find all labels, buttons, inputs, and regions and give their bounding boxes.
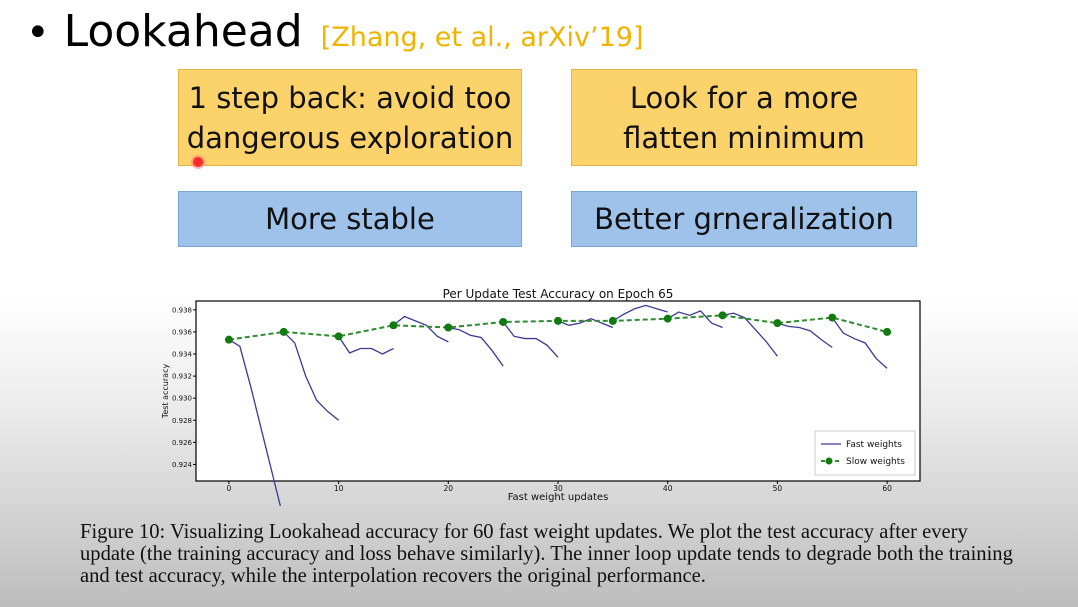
- legend-fast-label: Fast weights: [846, 440, 902, 450]
- fast-weights-segment: [612, 304, 668, 322]
- legend-slow-marker: [825, 457, 833, 465]
- x-tick-label: 0: [227, 484, 232, 493]
- y-tick-label: 0.924: [172, 461, 193, 469]
- box-flatten-minimum: Look for a more flatten minimum: [571, 69, 917, 166]
- slow-weights-point: [663, 314, 672, 323]
- box-more-stable-label: More stable: [265, 202, 435, 236]
- fast-weights-segment: [777, 322, 833, 348]
- box-step-back-line2: dangerous exploration: [186, 120, 514, 155]
- legend-slow-label: Slow weights: [846, 457, 905, 467]
- y-tick-label: 0.928: [172, 417, 192, 425]
- y-tick-label: 0.938: [172, 306, 192, 314]
- fast-weights-segment: [448, 326, 504, 367]
- slow-weights-point: [828, 313, 837, 322]
- citation: [Zhang, et al., arXiv’19]: [320, 22, 644, 53]
- box-flatten-minimum-line2: flatten minimum: [623, 120, 865, 155]
- box-flatten-minimum-line1: Look for a more: [629, 80, 859, 115]
- figure-caption: Figure 10: Visualizing Lookahead accurac…: [80, 521, 1013, 587]
- bullet-point: •: [26, 10, 50, 56]
- x-tick-label: 10: [334, 484, 344, 493]
- box-better-generalization: Better grneralization: [571, 191, 917, 247]
- slow-weights-point: [554, 316, 562, 325]
- fast-weights-segment: [557, 317, 614, 329]
- fast-weights-segment: [502, 321, 559, 358]
- fast-weights-segment: [338, 335, 394, 355]
- y-tick-label: 0.932: [172, 373, 192, 381]
- fast-weights-segment: [722, 312, 778, 357]
- slow-weights-point: [279, 327, 288, 336]
- x-tick-label: 30: [553, 484, 563, 493]
- y-tick-label: 0.934: [172, 351, 193, 359]
- plot-frame: [195, 300, 921, 482]
- laser-pointer-dot: [193, 157, 203, 167]
- fast-weights-segment: [667, 310, 723, 329]
- slow-weights-point: [883, 327, 892, 336]
- x-tick-label: 20: [444, 484, 454, 493]
- slow-weights-point: [608, 316, 617, 325]
- slow-weights-point: [444, 323, 453, 332]
- box-more-stable: More stable: [178, 191, 522, 247]
- fast-weights-segment: [228, 339, 282, 506]
- y-tick-label: 0.936: [172, 328, 193, 336]
- fast-weights-segment: [393, 315, 449, 343]
- slow-weights-point: [334, 332, 343, 341]
- x-axis-label: Fast weight updates: [508, 492, 609, 503]
- legend-box: [814, 430, 916, 476]
- slide-title: Lookahead: [63, 6, 303, 57]
- y-tick-label: 0.930: [172, 395, 192, 403]
- slow-weights-point: [224, 335, 233, 344]
- fast-weights-segment: [831, 317, 888, 369]
- box-step-back: 1 step back: avoid too dangerous explora…: [178, 69, 522, 166]
- fast-weights-segment: [283, 331, 340, 421]
- slow-weights-point: [499, 317, 508, 326]
- slide-title-row: • Lookahead [Zhang, et al., arXiv’19]: [26, 6, 643, 57]
- x-tick-label: 60: [882, 484, 892, 493]
- slow-weights-point: [718, 311, 727, 320]
- accuracy-chart: Per Update Test Accuracy on Epoch 65 Fast…: [161, 287, 921, 506]
- chart-title: Per Update Test Accuracy on Epoch 65: [443, 287, 674, 301]
- x-tick-label: 40: [663, 484, 673, 493]
- x-tick-label: 50: [773, 484, 783, 493]
- slow-weights-point: [773, 319, 782, 328]
- y-tick-label: 0.926: [172, 439, 193, 447]
- slow-weights-point: [389, 321, 398, 330]
- box-step-back-line1: 1 step back: avoid too: [188, 80, 512, 115]
- y-axis-label: Test accuracy: [161, 364, 170, 420]
- box-better-generalization-label: Better grneralization: [594, 202, 894, 236]
